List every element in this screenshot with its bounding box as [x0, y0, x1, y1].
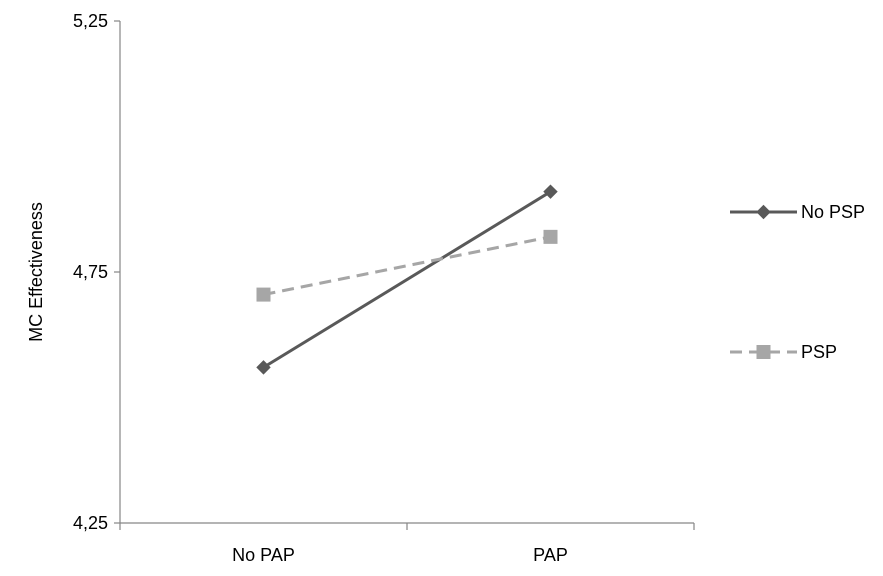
y-tick-label: 4,75 — [73, 262, 108, 282]
series-line-2 — [263, 235, 551, 297]
y-axis-title: MC Effectiveness — [26, 202, 46, 342]
axes: 4,25 4,75 5,25 No PAP PAP — [73, 11, 695, 565]
series-line-1 — [262, 190, 552, 369]
data-point-diamond-marker — [543, 184, 558, 199]
y-tick-label: 5,25 — [73, 11, 108, 31]
y-tick-label: 4,25 — [73, 513, 108, 533]
x-tick-label: No PAP — [232, 545, 295, 565]
legend: No PSP PSP — [730, 202, 865, 362]
x-tick-label: PAP — [533, 545, 568, 565]
legend-label: No PSP — [801, 202, 865, 222]
legend-label: PSP — [801, 342, 837, 362]
legend-square-marker — [756, 345, 771, 359]
data-point-square-marker — [256, 287, 271, 302]
legend-diamond-marker — [756, 204, 771, 220]
data-point-square-marker — [543, 229, 558, 244]
data-point-diamond-marker — [256, 360, 271, 375]
series-lines — [256, 184, 558, 375]
